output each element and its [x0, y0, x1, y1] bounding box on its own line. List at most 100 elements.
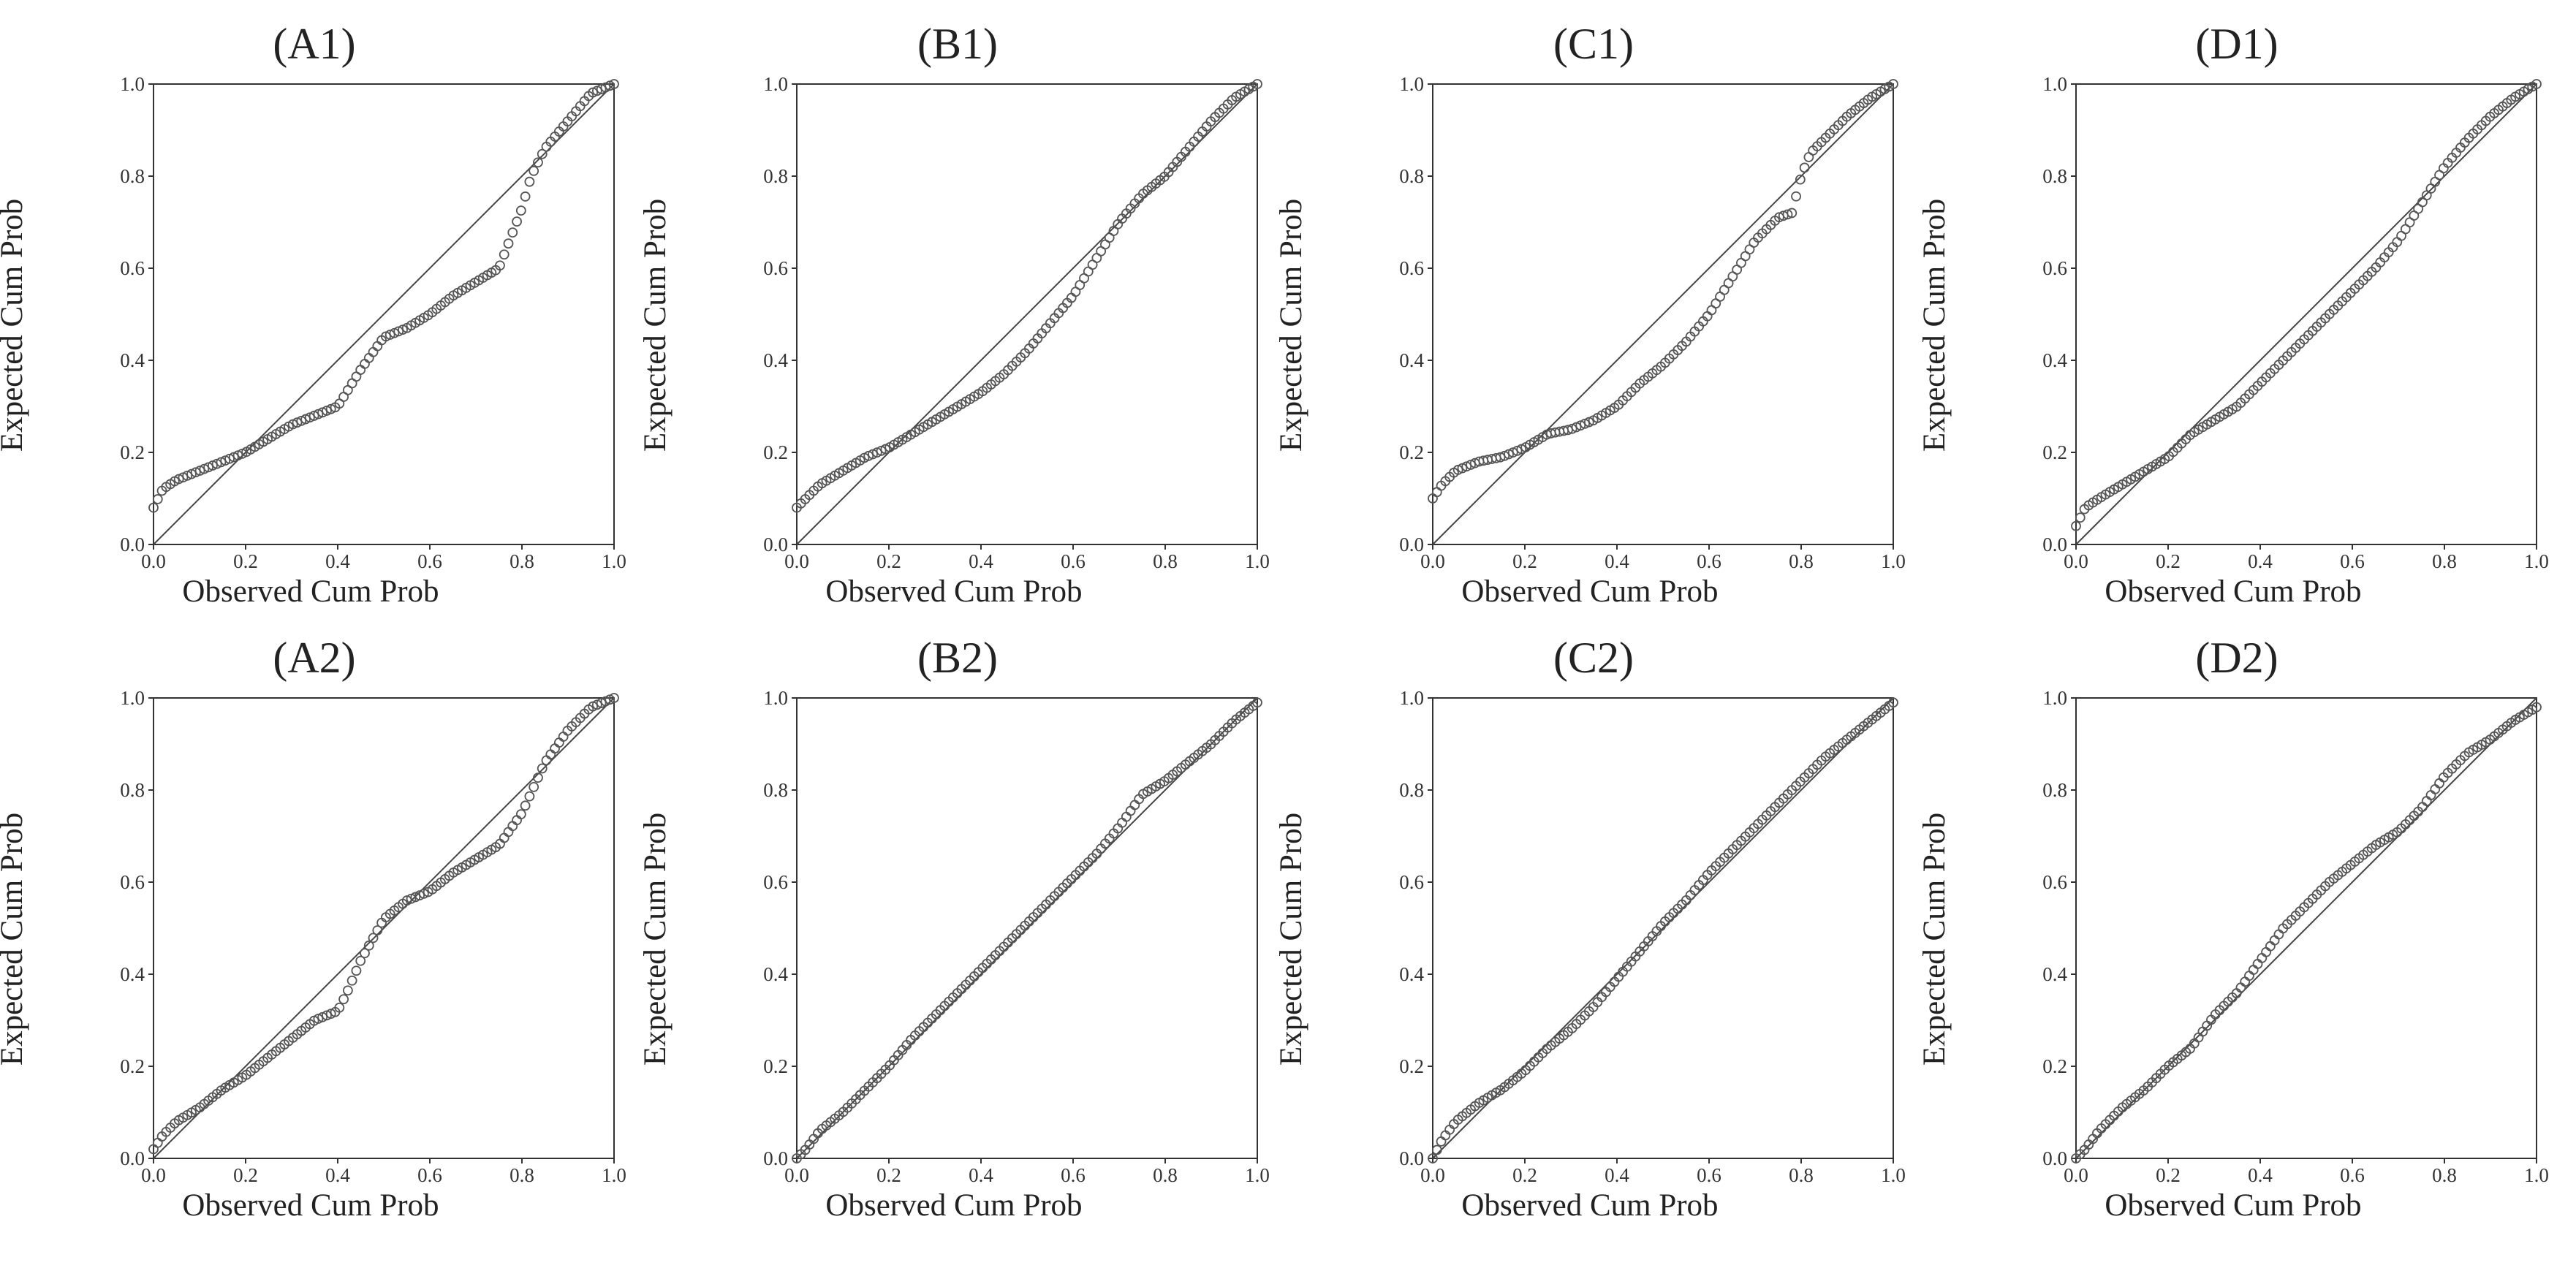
qq-plot: 0.0 0.2 0.4 0.6 0.8 1.0 0.0 0.2 0.4 0.6 0.8 1.0 — [120, 687, 626, 1186]
y-tick-label: 0.0 — [763, 1147, 788, 1169]
data-point — [1431, 1144, 1442, 1155]
chart-title: (C2) — [1553, 634, 1634, 682]
y-tick-label: 0.8 — [2042, 165, 2067, 187]
data-point — [1799, 162, 1810, 173]
data-point — [541, 755, 552, 766]
x-tick-label: 1.0 — [1245, 550, 1270, 572]
x-tick-label: 1.0 — [1245, 1164, 1270, 1186]
plot-frame — [2075, 697, 2537, 1159]
data-point — [351, 965, 362, 976]
x-tick-label: 0.6 — [417, 550, 442, 572]
x-tick-label: 0.6 — [2340, 1164, 2365, 1186]
y-axis-label: Expected Cum Prob — [0, 812, 29, 1066]
y-tick-label: 0.4 — [763, 349, 788, 371]
y-tick-label: 0.2 — [763, 441, 788, 463]
y-tick-label: 1.0 — [120, 73, 145, 95]
data-point — [2202, 1020, 2213, 1031]
x-tick-label: 0.6 — [1697, 1164, 1721, 1186]
x-tick-label: 0.4 — [969, 550, 993, 572]
data-point — [363, 352, 374, 363]
x-tick-label: 1.0 — [1881, 550, 1906, 572]
y-tick-label: 0.2 — [120, 1055, 145, 1077]
data-point — [2193, 1032, 2204, 1043]
data-point — [529, 165, 539, 176]
y-tick-label: 0.0 — [2042, 534, 2067, 555]
data-point — [1791, 191, 1801, 202]
y-tick-label: 0.8 — [120, 165, 145, 187]
data-point — [609, 693, 619, 703]
y-tick-label: 0.4 — [763, 963, 788, 985]
data-point — [368, 346, 379, 357]
data-point — [524, 791, 535, 802]
y-tick-label: 1.0 — [120, 687, 145, 709]
chart-panel-b1: (B1) 0.0 0.2 0.4 0.6 0.8 1.0 0.0 0.2 0.4 0.6 0.8 1.0… — [638, 20, 1279, 650]
data-point — [2269, 935, 2280, 946]
x-tick-label: 0.8 — [509, 1164, 534, 1186]
x-tick-label: 0.8 — [2432, 1164, 2457, 1186]
y-tick-label: 0.8 — [763, 779, 788, 801]
data-point — [360, 948, 370, 959]
y-tick-label: 0.6 — [2042, 871, 2067, 893]
chart-title: (D1) — [2195, 20, 2278, 68]
data-point — [334, 1002, 345, 1013]
y-tick-label: 0.4 — [120, 349, 145, 371]
y-tick-label: 0.2 — [2042, 1055, 2067, 1077]
y-tick-label: 0.6 — [120, 871, 145, 893]
y-tick-label: 1.0 — [2042, 687, 2067, 709]
x-tick-label: 0.8 — [2432, 550, 2457, 572]
y-tick-label: 0.0 — [763, 534, 788, 555]
data-point — [1431, 487, 1442, 498]
data-point — [507, 821, 518, 832]
x-axis-label: Observed Cum Prob — [2105, 1188, 2362, 1223]
data-point — [1888, 697, 1898, 708]
x-axis-label: Observed Cum Prob — [182, 574, 439, 609]
data-point — [2434, 778, 2444, 789]
y-axis-label: Expected Cum Prob — [1274, 812, 1308, 1066]
x-tick-label: 1.0 — [1881, 1164, 1906, 1186]
y-axis-label: Expected Cum Prob — [638, 812, 673, 1066]
y-tick-label: 0.2 — [1399, 441, 1424, 463]
y-tick-label: 0.6 — [1399, 871, 1424, 893]
chart-panel-d1: (D1) 0.0 0.2 0.4 0.6 0.8 1.0 0.0 0.2 0.4 0.6 0.8 1.0… — [1917, 20, 2558, 650]
x-tick-label: 0.6 — [1061, 1164, 1086, 1186]
data-point — [360, 359, 370, 369]
plot-frame — [2075, 83, 2537, 545]
y-tick-label: 0.4 — [1399, 963, 1424, 985]
y-tick-label: 0.8 — [1399, 779, 1424, 801]
x-tick-label: 0.2 — [876, 550, 901, 572]
x-axis-label: Observed Cum Prob — [1461, 1188, 1719, 1223]
x-tick-label: 0.6 — [2340, 550, 2365, 572]
reference-line — [2075, 83, 2537, 545]
data-point — [372, 925, 383, 935]
plot-frame — [1432, 697, 1894, 1159]
x-tick-label: 0.4 — [2248, 1164, 2273, 1186]
x-tick-label: 0.2 — [233, 550, 258, 572]
data-point — [553, 737, 564, 748]
data-point — [342, 985, 353, 996]
data-point — [1252, 79, 1262, 89]
x-tick-label: 0.4 — [1605, 1164, 1629, 1186]
plot-frame — [153, 697, 615, 1159]
x-tick-label: 0.2 — [1512, 1164, 1537, 1186]
data-point — [346, 975, 357, 986]
x-axis-label: Observed Cum Prob — [2105, 574, 2362, 609]
qq-plot: 0.0 0.2 0.4 0.6 0.8 1.0 0.0 0.2 0.4 0.6 0.8 1.0 — [763, 73, 1270, 572]
data-point — [338, 994, 349, 1005]
data-point — [1795, 174, 1806, 185]
y-tick-label: 0.6 — [763, 871, 788, 893]
x-tick-label: 0.8 — [1153, 550, 1178, 572]
x-tick-label: 0.2 — [1512, 550, 1537, 572]
qq-plot: 0.0 0.2 0.4 0.6 0.8 1.0 0.0 0.2 0.4 0.6 0.8 1.0 — [763, 687, 1270, 1186]
data-point — [148, 502, 159, 513]
y-tick-label: 0.8 — [1399, 165, 1424, 187]
x-tick-label: 0.4 — [325, 1164, 350, 1186]
data-point — [2071, 520, 2081, 531]
data-point — [1428, 1153, 1438, 1163]
chart-panel-c2: (C2) 0.0 0.2 0.4 0.6 0.8 1.0 0.0 0.2 0.4 0.6 0.8 1.0… — [1274, 634, 1915, 1264]
data-point — [533, 772, 543, 783]
y-tick-label: 1.0 — [2042, 73, 2067, 95]
x-tick-label: 0.0 — [2064, 1164, 2088, 1186]
data-point — [368, 933, 379, 944]
x-tick-label: 0.2 — [2156, 1164, 2181, 1186]
